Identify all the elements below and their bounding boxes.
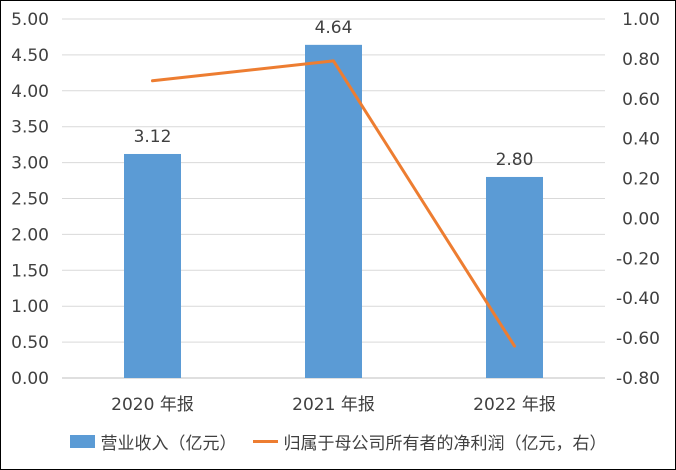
right-axis-tick-label: -0.60 [616,329,660,349]
bar-series [124,44,543,379]
right-axis-tick-label: -0.20 [616,249,660,269]
right-axis-tick-label: -0.40 [616,289,660,309]
left-axis-tick-label: 2.50 [11,190,49,210]
legend-swatch-line [252,440,278,443]
bar [486,176,543,378]
left-axis-tick-label: 0.00 [11,369,49,389]
bar-data-label: 2.80 [496,150,534,170]
left-axis-tick-label: 0.50 [11,333,49,353]
right-axis-tick-label: 0.40 [622,130,660,150]
left-axis-tick-label: 4.50 [11,46,49,66]
x-axis-tick-label: 2020 年报 [111,395,194,415]
left-axis-ticks: 0.00 0.50 1.00 1.50 2.00 2.50 3.00 3.50 4.00 4.50… [11,10,49,389]
left-axis-tick-label: 3.00 [11,154,49,174]
legend-swatch-bar [69,435,95,448]
line-series [151,59,516,348]
right-axis-tick-label: 0.20 [622,170,660,190]
right-axis-tick-label: 1.00 [622,10,660,30]
legend-item-net-profit: 归属于母公司所有者的净利润（亿元，右） [252,429,607,454]
right-axis-tick-label: -0.80 [616,369,660,389]
right-axis-tick-label: 0.80 [622,50,660,70]
left-axis-tick-label: 3.50 [11,118,49,138]
left-axis-tick-label: 2.00 [11,225,49,245]
legend: 营业收入（亿元） 归属于母公司所有者的净利润（亿元，右） [1,429,675,454]
bar-data-label: 3.12 [134,127,172,147]
bar [305,44,362,379]
legend-item-revenue: 营业收入（亿元） [69,429,237,454]
left-axis-tick-label: 5.00 [11,10,49,30]
right-axis-tick-label: 0.60 [622,90,660,110]
x-axis-labels: 2020 年报 2021 年报 2022 年报 [111,395,556,415]
legend-label-net-profit: 归属于母公司所有者的净利润（亿元，右） [283,434,607,454]
right-axis-ticks: -0.80 -0.60 -0.40 -0.20 0.00 0.20 0.40 0.60 0.80… [616,10,660,389]
left-axis-tick-label: 1.50 [11,261,49,281]
data-labels: 3.12 4.64 2.80 [134,18,534,170]
left-axis-tick-label: 1.00 [11,297,49,317]
x-axis-tick-label: 2021 年报 [292,395,375,415]
legend-label-revenue: 营业收入（亿元） [100,434,237,454]
bar [124,153,181,378]
right-axis-tick-label: 0.00 [622,209,660,229]
left-axis-tick-label: 4.00 [11,82,49,102]
x-axis-tick-label: 2022 年报 [473,395,556,415]
bar-data-label: 4.64 [315,18,353,38]
